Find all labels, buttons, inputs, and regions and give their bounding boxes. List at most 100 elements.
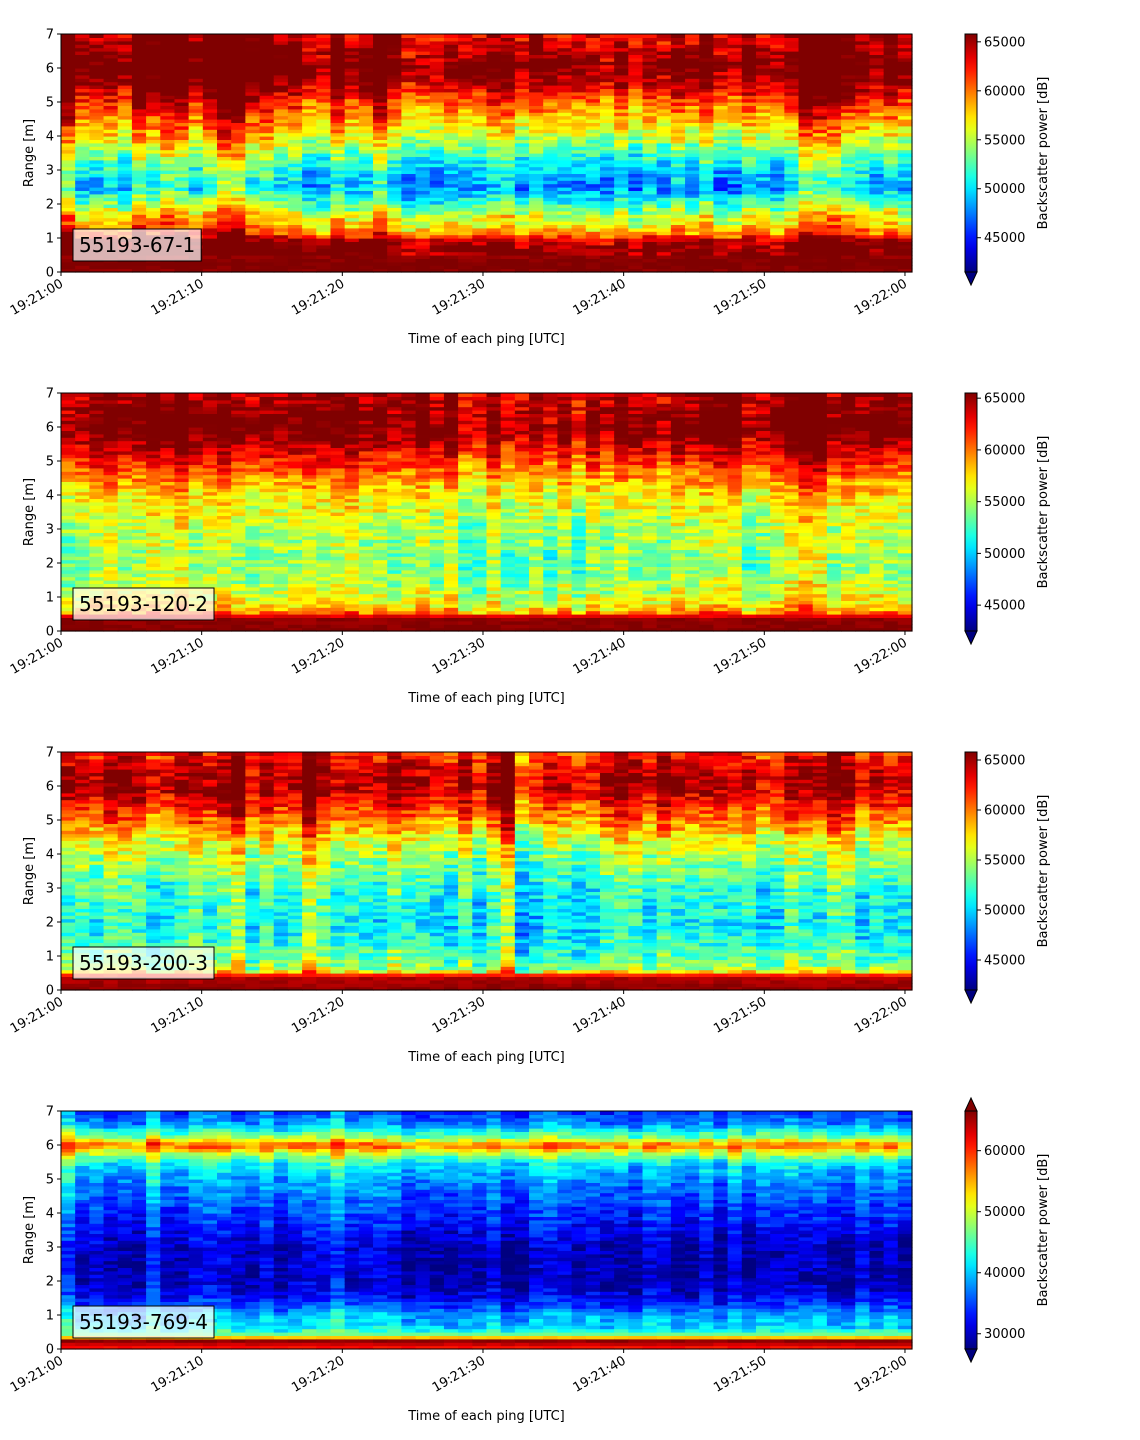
heatmap-cell bbox=[146, 211, 161, 215]
heatmap-cell bbox=[529, 184, 544, 188]
x-tick-label: 19:21:00 bbox=[8, 276, 66, 318]
heatmap-cell bbox=[444, 167, 459, 171]
heatmap-cell bbox=[174, 184, 189, 188]
heatmap-cell bbox=[685, 167, 700, 171]
heatmap-cell bbox=[146, 150, 161, 154]
heatmap-cell bbox=[827, 245, 842, 249]
heatmap-cell bbox=[359, 201, 374, 205]
heatmap-cell bbox=[827, 167, 842, 171]
heatmap-cell bbox=[203, 167, 218, 171]
heatmap-cell bbox=[557, 133, 572, 137]
heatmap-cell bbox=[444, 265, 459, 269]
heatmap-cell bbox=[302, 194, 317, 198]
heatmap-cell bbox=[557, 211, 572, 215]
heatmap-cell bbox=[260, 194, 275, 198]
heatmap-cell bbox=[713, 228, 728, 232]
heatmap-cell bbox=[600, 245, 615, 249]
heatmap-cell bbox=[784, 265, 799, 269]
heatmap-cell bbox=[671, 228, 686, 232]
heatmap-cell bbox=[869, 218, 884, 222]
heatmap-cell bbox=[316, 201, 331, 205]
heatmap-cell bbox=[543, 211, 558, 215]
heatmap-cell bbox=[274, 201, 289, 205]
heatmap-cell bbox=[543, 201, 558, 205]
heatmap-cell bbox=[345, 167, 360, 171]
heatmap-cell bbox=[160, 265, 175, 269]
heatmap-cell bbox=[61, 150, 76, 154]
heatmap-cell bbox=[487, 34, 502, 38]
heatmap-cell bbox=[132, 265, 147, 269]
heatmap-cell bbox=[174, 177, 189, 181]
heatmap-cell bbox=[884, 150, 899, 154]
heatmap-cell bbox=[557, 228, 572, 232]
colorbar-tick-label: 45000 bbox=[984, 231, 1025, 246]
heatmap-cell bbox=[685, 194, 700, 198]
heatmap-cell bbox=[458, 211, 473, 215]
heatmap-cell bbox=[799, 235, 814, 239]
heatmap-cell bbox=[330, 160, 345, 164]
heatmap-cell bbox=[89, 403, 104, 407]
heatmap-cell bbox=[487, 143, 502, 147]
heatmap-cell bbox=[260, 184, 275, 188]
heatmap-cell bbox=[444, 194, 459, 198]
heatmap-cell bbox=[869, 252, 884, 256]
heatmap-cell bbox=[487, 201, 502, 205]
heatmap-cell bbox=[855, 252, 870, 256]
heatmap-cell bbox=[628, 201, 643, 205]
heatmap-cell bbox=[884, 133, 899, 137]
heatmap-cell bbox=[146, 420, 161, 424]
heatmap-cell bbox=[316, 211, 331, 215]
heatmap-cell bbox=[217, 265, 232, 269]
heatmap-cell bbox=[671, 143, 686, 147]
heatmap-cell bbox=[373, 218, 388, 222]
heatmap-cell bbox=[813, 167, 828, 171]
heatmap-cell bbox=[146, 437, 161, 441]
heatmap-cell bbox=[671, 265, 686, 269]
heatmap-cell bbox=[245, 143, 260, 147]
heatmap-cell bbox=[217, 228, 232, 232]
colorbar-extend-min bbox=[965, 272, 977, 285]
heatmap-cell bbox=[132, 160, 147, 164]
heatmap-cell bbox=[572, 245, 587, 249]
heatmap-cell bbox=[274, 218, 289, 222]
heatmap-cell bbox=[302, 167, 317, 171]
heatmap-cell bbox=[784, 184, 799, 188]
heatmap-cell bbox=[401, 167, 416, 171]
heatmap-cell bbox=[118, 471, 133, 475]
heatmap-cell bbox=[401, 211, 416, 215]
heatmap-cell bbox=[699, 235, 714, 239]
heatmap-cell bbox=[104, 488, 119, 492]
heatmap-cell bbox=[557, 194, 572, 198]
heatmap-cell bbox=[316, 252, 331, 256]
heatmap-cell bbox=[458, 194, 473, 198]
heatmap-cell bbox=[799, 184, 814, 188]
heatmap-cell bbox=[784, 133, 799, 137]
heatmap-cell bbox=[217, 150, 232, 154]
heatmap-cell bbox=[316, 167, 331, 171]
heatmap-cell bbox=[75, 420, 90, 424]
heatmap-cell bbox=[203, 245, 218, 249]
heatmap-cell bbox=[104, 211, 119, 215]
heatmap-cell bbox=[614, 34, 629, 38]
heatmap-cell bbox=[529, 228, 544, 232]
heatmap-cell bbox=[501, 265, 516, 269]
x-tick-label: 19:21:30 bbox=[430, 276, 488, 318]
heatmap-cell bbox=[742, 235, 757, 239]
heatmap-cell bbox=[515, 34, 530, 38]
heatmap-cell bbox=[586, 150, 601, 154]
heatmap-cell bbox=[643, 252, 658, 256]
heatmap-cell bbox=[430, 167, 445, 171]
heatmap-cell bbox=[472, 265, 487, 269]
heatmap-cell bbox=[756, 252, 771, 256]
heatmap-cell bbox=[501, 184, 516, 188]
heatmap-cell bbox=[529, 252, 544, 256]
heatmap-cell bbox=[699, 133, 714, 137]
heatmap-cell bbox=[160, 150, 175, 154]
heatmap-cell bbox=[330, 150, 345, 154]
heatmap-cell bbox=[784, 160, 799, 164]
heatmap-cell bbox=[643, 133, 658, 137]
heatmap-cell bbox=[671, 235, 686, 239]
heatmap-cell bbox=[543, 34, 558, 38]
heatmap-cell bbox=[855, 211, 870, 215]
y-tick-label: 7 bbox=[46, 28, 54, 43]
